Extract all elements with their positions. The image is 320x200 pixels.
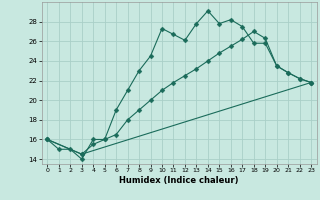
X-axis label: Humidex (Indice chaleur): Humidex (Indice chaleur) (119, 176, 239, 185)
